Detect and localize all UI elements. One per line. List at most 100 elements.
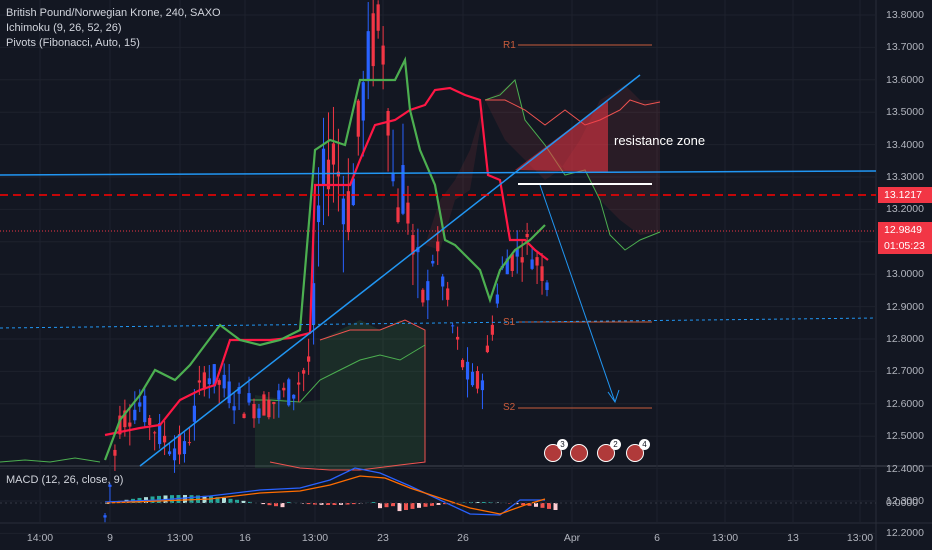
event-flag-icon[interactable]	[570, 444, 588, 462]
price-axis-label: 13.2000	[886, 203, 924, 216]
projection-arrow	[539, 184, 616, 403]
candle-body	[222, 374, 226, 389]
candle-body	[252, 403, 256, 419]
macd-histogram-bar	[215, 497, 220, 503]
indicator-ichimoku[interactable]: Ichimoku (9, 26, 52, 26)	[6, 22, 122, 34]
candle-body	[490, 324, 494, 335]
price-axis-label: 13.4000	[886, 138, 924, 151]
kijun-sen-line	[103, 56, 546, 461]
candle-body	[406, 202, 410, 224]
candle-body	[118, 415, 122, 435]
price-axis-label: 12.4000	[886, 462, 924, 475]
candle-body	[411, 235, 415, 255]
time-axis-label: 6	[654, 532, 660, 544]
time-axis-label: 9	[107, 532, 113, 544]
candle-body	[361, 82, 365, 121]
macd-histogram-bar	[306, 503, 311, 505]
symbol-title[interactable]: British Pound/Norwegian Krone, 240, SAXO	[6, 7, 221, 19]
kumo-cloud	[320, 320, 425, 470]
macd-legend[interactable]: MACD (12, 26, close, 9)	[6, 474, 124, 486]
candle-body	[446, 288, 450, 300]
indicator-pivots[interactable]: Pivots (Fibonacci, Auto, 15)	[6, 37, 140, 49]
candle-body	[321, 148, 326, 185]
candle-body	[197, 380, 201, 383]
time-axis-label: 14:00	[26, 532, 54, 544]
price-axis-label: 13.0000	[886, 268, 924, 281]
chart-legend: British Pound/Norwegian Krone, 240, SAXO…	[6, 6, 221, 51]
candle-body	[456, 336, 460, 340]
candle-body	[465, 361, 470, 380]
horizontal-resistance-line	[0, 170, 877, 176]
price-axis-label: 13.3000	[886, 171, 924, 183]
candle-body	[391, 173, 395, 182]
macd-histogram-bar	[417, 503, 421, 508]
candle-body	[242, 413, 246, 419]
candle-body	[302, 370, 306, 374]
macd-line	[104, 467, 545, 516]
kumo-cloud	[255, 395, 320, 468]
candle-body	[202, 372, 206, 390]
macd-histogram-bar	[553, 503, 558, 510]
candle-body	[267, 399, 271, 418]
candle-body	[376, 4, 380, 31]
macd-histogram-bar	[332, 503, 337, 505]
event-flag-icon[interactable]: 3	[544, 439, 568, 462]
macd-histogram-bar	[521, 503, 525, 505]
macd-histogram-bar	[482, 502, 486, 503]
candle-body	[426, 281, 430, 301]
macd-histogram-bar	[378, 503, 382, 509]
candle-body	[158, 423, 162, 445]
resistance-zone-label[interactable]: resistance zone	[614, 133, 706, 148]
candle-body	[470, 371, 475, 386]
price-axis-label: 12.8000	[886, 333, 924, 345]
candle-body	[262, 394, 266, 416]
macd-histogram-bar	[475, 502, 480, 503]
candle-body	[535, 257, 539, 266]
price-axis-label: 13.8000	[886, 9, 924, 21]
candle-body	[441, 276, 445, 287]
event-flag-icon[interactable]: 4	[626, 439, 650, 462]
macd-axis-label: 0.0000	[886, 497, 919, 509]
macd-histogram-bar	[495, 502, 499, 503]
candle-body	[292, 394, 296, 399]
candle-body	[351, 178, 355, 206]
price-axis-label: 12.7000	[886, 365, 924, 378]
time-axis-label: 26	[457, 532, 469, 544]
candle-body	[192, 405, 196, 422]
candle-body	[505, 258, 509, 275]
macd-histogram-bar	[241, 500, 246, 503]
candle-body	[287, 379, 291, 406]
senkou-span-b	[250, 344, 426, 403]
candle-body	[451, 325, 455, 327]
candle-body	[143, 395, 147, 423]
candle-body	[138, 402, 142, 407]
candle-body	[182, 441, 187, 455]
price-axis-label: 12.2000	[886, 527, 924, 540]
time-axis-label: 13:00	[846, 532, 874, 544]
candle-body	[326, 159, 331, 190]
candle-body	[148, 417, 152, 426]
candle-body	[237, 387, 241, 394]
macd-histogram-bar	[319, 503, 324, 505]
candle-body	[386, 110, 390, 136]
candle-body	[366, 31, 370, 80]
bar-countdown: 01:05:23	[878, 238, 932, 254]
macd-histogram-bar	[540, 503, 545, 508]
candle-body	[436, 241, 440, 252]
candle-body	[416, 247, 420, 253]
candle-body	[495, 294, 499, 304]
macd-histogram-bar	[410, 503, 415, 509]
candle-body	[545, 282, 549, 290]
candle-body	[530, 259, 534, 269]
macd-histogram-bar	[228, 498, 233, 503]
candle-body	[257, 408, 261, 418]
candle-body	[381, 45, 385, 65]
macd-histogram-bar	[189, 495, 194, 503]
event-flag-icon[interactable]: 2	[597, 439, 621, 462]
candle-body	[431, 260, 435, 264]
candle-body	[177, 434, 182, 455]
macd-histogram-bar	[209, 496, 213, 503]
macd-histogram-bar	[371, 502, 376, 503]
